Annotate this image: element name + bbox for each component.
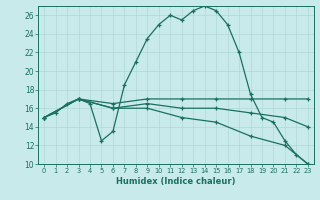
X-axis label: Humidex (Indice chaleur): Humidex (Indice chaleur) [116, 177, 236, 186]
